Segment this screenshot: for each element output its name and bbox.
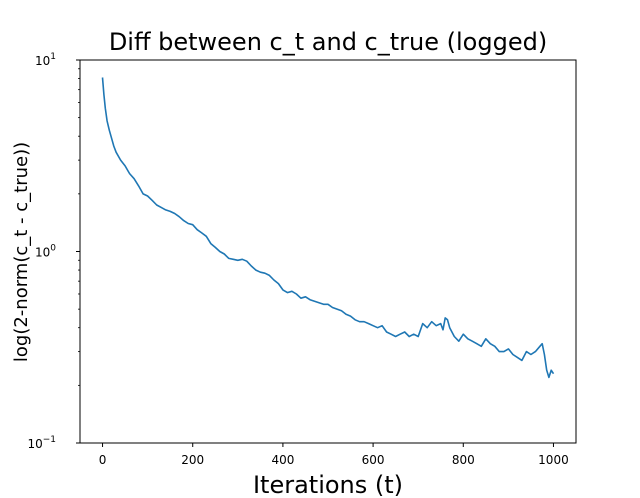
y-tick-label: 100 <box>35 244 56 260</box>
y-tick-label: 101 <box>35 52 56 68</box>
x-tick-label: 400 <box>271 453 294 467</box>
x-tick-label: 200 <box>181 453 204 467</box>
x-axis: 0 200 400 600 800 1000 <box>99 443 569 467</box>
x-tick-label: 1000 <box>538 453 569 467</box>
plot-frame <box>79 59 577 444</box>
y-axis: 101 100 10−1 <box>27 52 80 451</box>
x-axis-label: Iterations (t) <box>253 471 403 498</box>
series-line <box>101 77 555 379</box>
y-tick-label: 10−1 <box>27 435 56 451</box>
y-axis-label: log(2-norm(c_t - c_true)) <box>11 142 32 362</box>
chart-title: Diff between c_t and c_true (logged) <box>109 28 547 56</box>
plot-area <box>101 77 555 379</box>
x-tick-label: 800 <box>452 453 475 467</box>
x-tick-label: 0 <box>99 453 107 467</box>
x-tick-label: 600 <box>362 453 385 467</box>
